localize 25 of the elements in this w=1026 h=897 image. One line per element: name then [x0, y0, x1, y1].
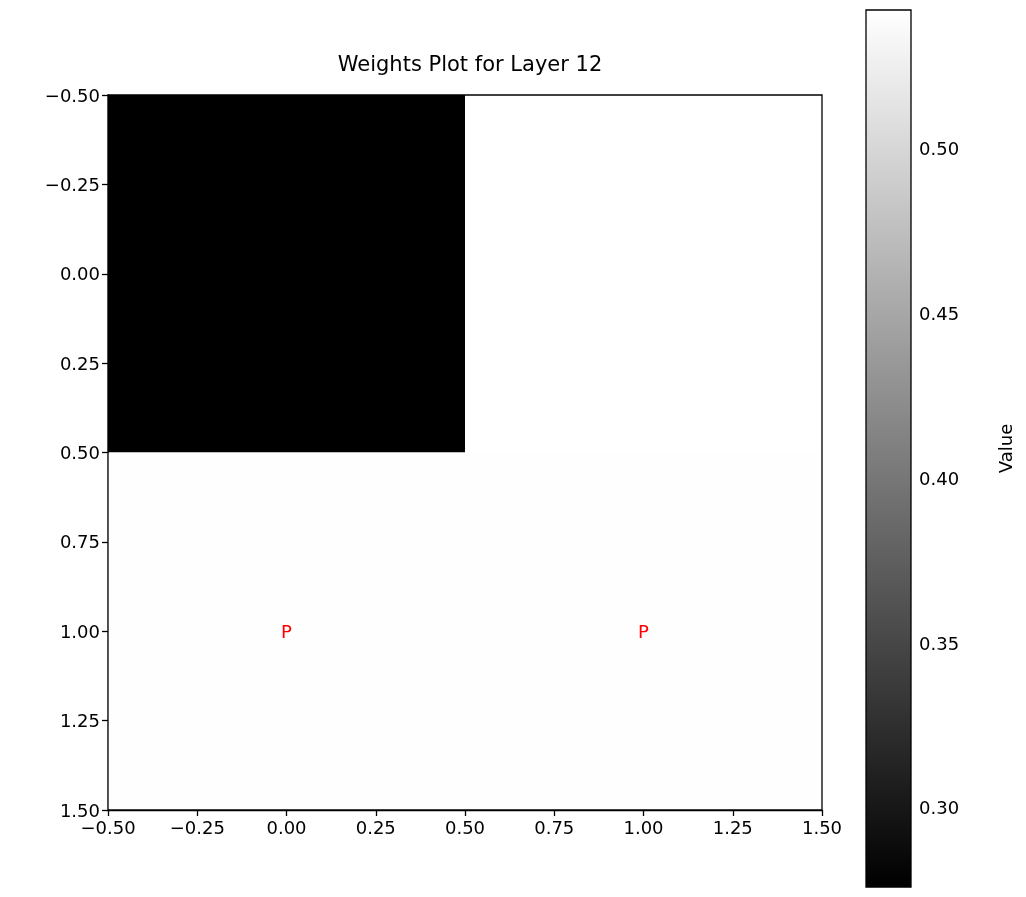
color-bar-label: 0.45: [919, 302, 960, 324]
annotation: P: [281, 620, 293, 642]
y-tick-label: 0.25: [59, 352, 100, 374]
y-tick-label: 0.50: [59, 442, 100, 463]
y-tick-label: 0.75: [59, 531, 100, 553]
x-tick-label: −0.25: [169, 816, 225, 838]
color-bar-label: 0.35: [919, 632, 960, 654]
x-tick-label: 1.00: [623, 816, 664, 838]
color-bar-label: 0.40: [919, 467, 960, 489]
color-bar-label: 0.50: [919, 137, 960, 159]
x-tick-label: 1.50: [801, 816, 843, 838]
color-bar-label: 0.30: [919, 797, 960, 819]
x-tick-label: 0.50: [444, 816, 486, 838]
y-tick-label: −0.50: [44, 84, 100, 106]
y-tick-label: 0.00: [59, 263, 100, 285]
x-tick-label: 0.25: [355, 816, 396, 838]
color-bar-title: Value: [994, 423, 1016, 474]
y-tick-label: 1.00: [59, 620, 100, 642]
x-tick-label: 0.00: [266, 816, 307, 838]
x-tick-label: 0.75: [534, 816, 575, 838]
y-tick-label: −0.25: [44, 173, 100, 195]
annotation: P: [638, 620, 650, 642]
chart-title: Weights Plot for Layer 12: [337, 51, 603, 76]
x-tick-label: 1.25: [712, 816, 753, 838]
y-tick-label: 1.25: [59, 710, 100, 732]
